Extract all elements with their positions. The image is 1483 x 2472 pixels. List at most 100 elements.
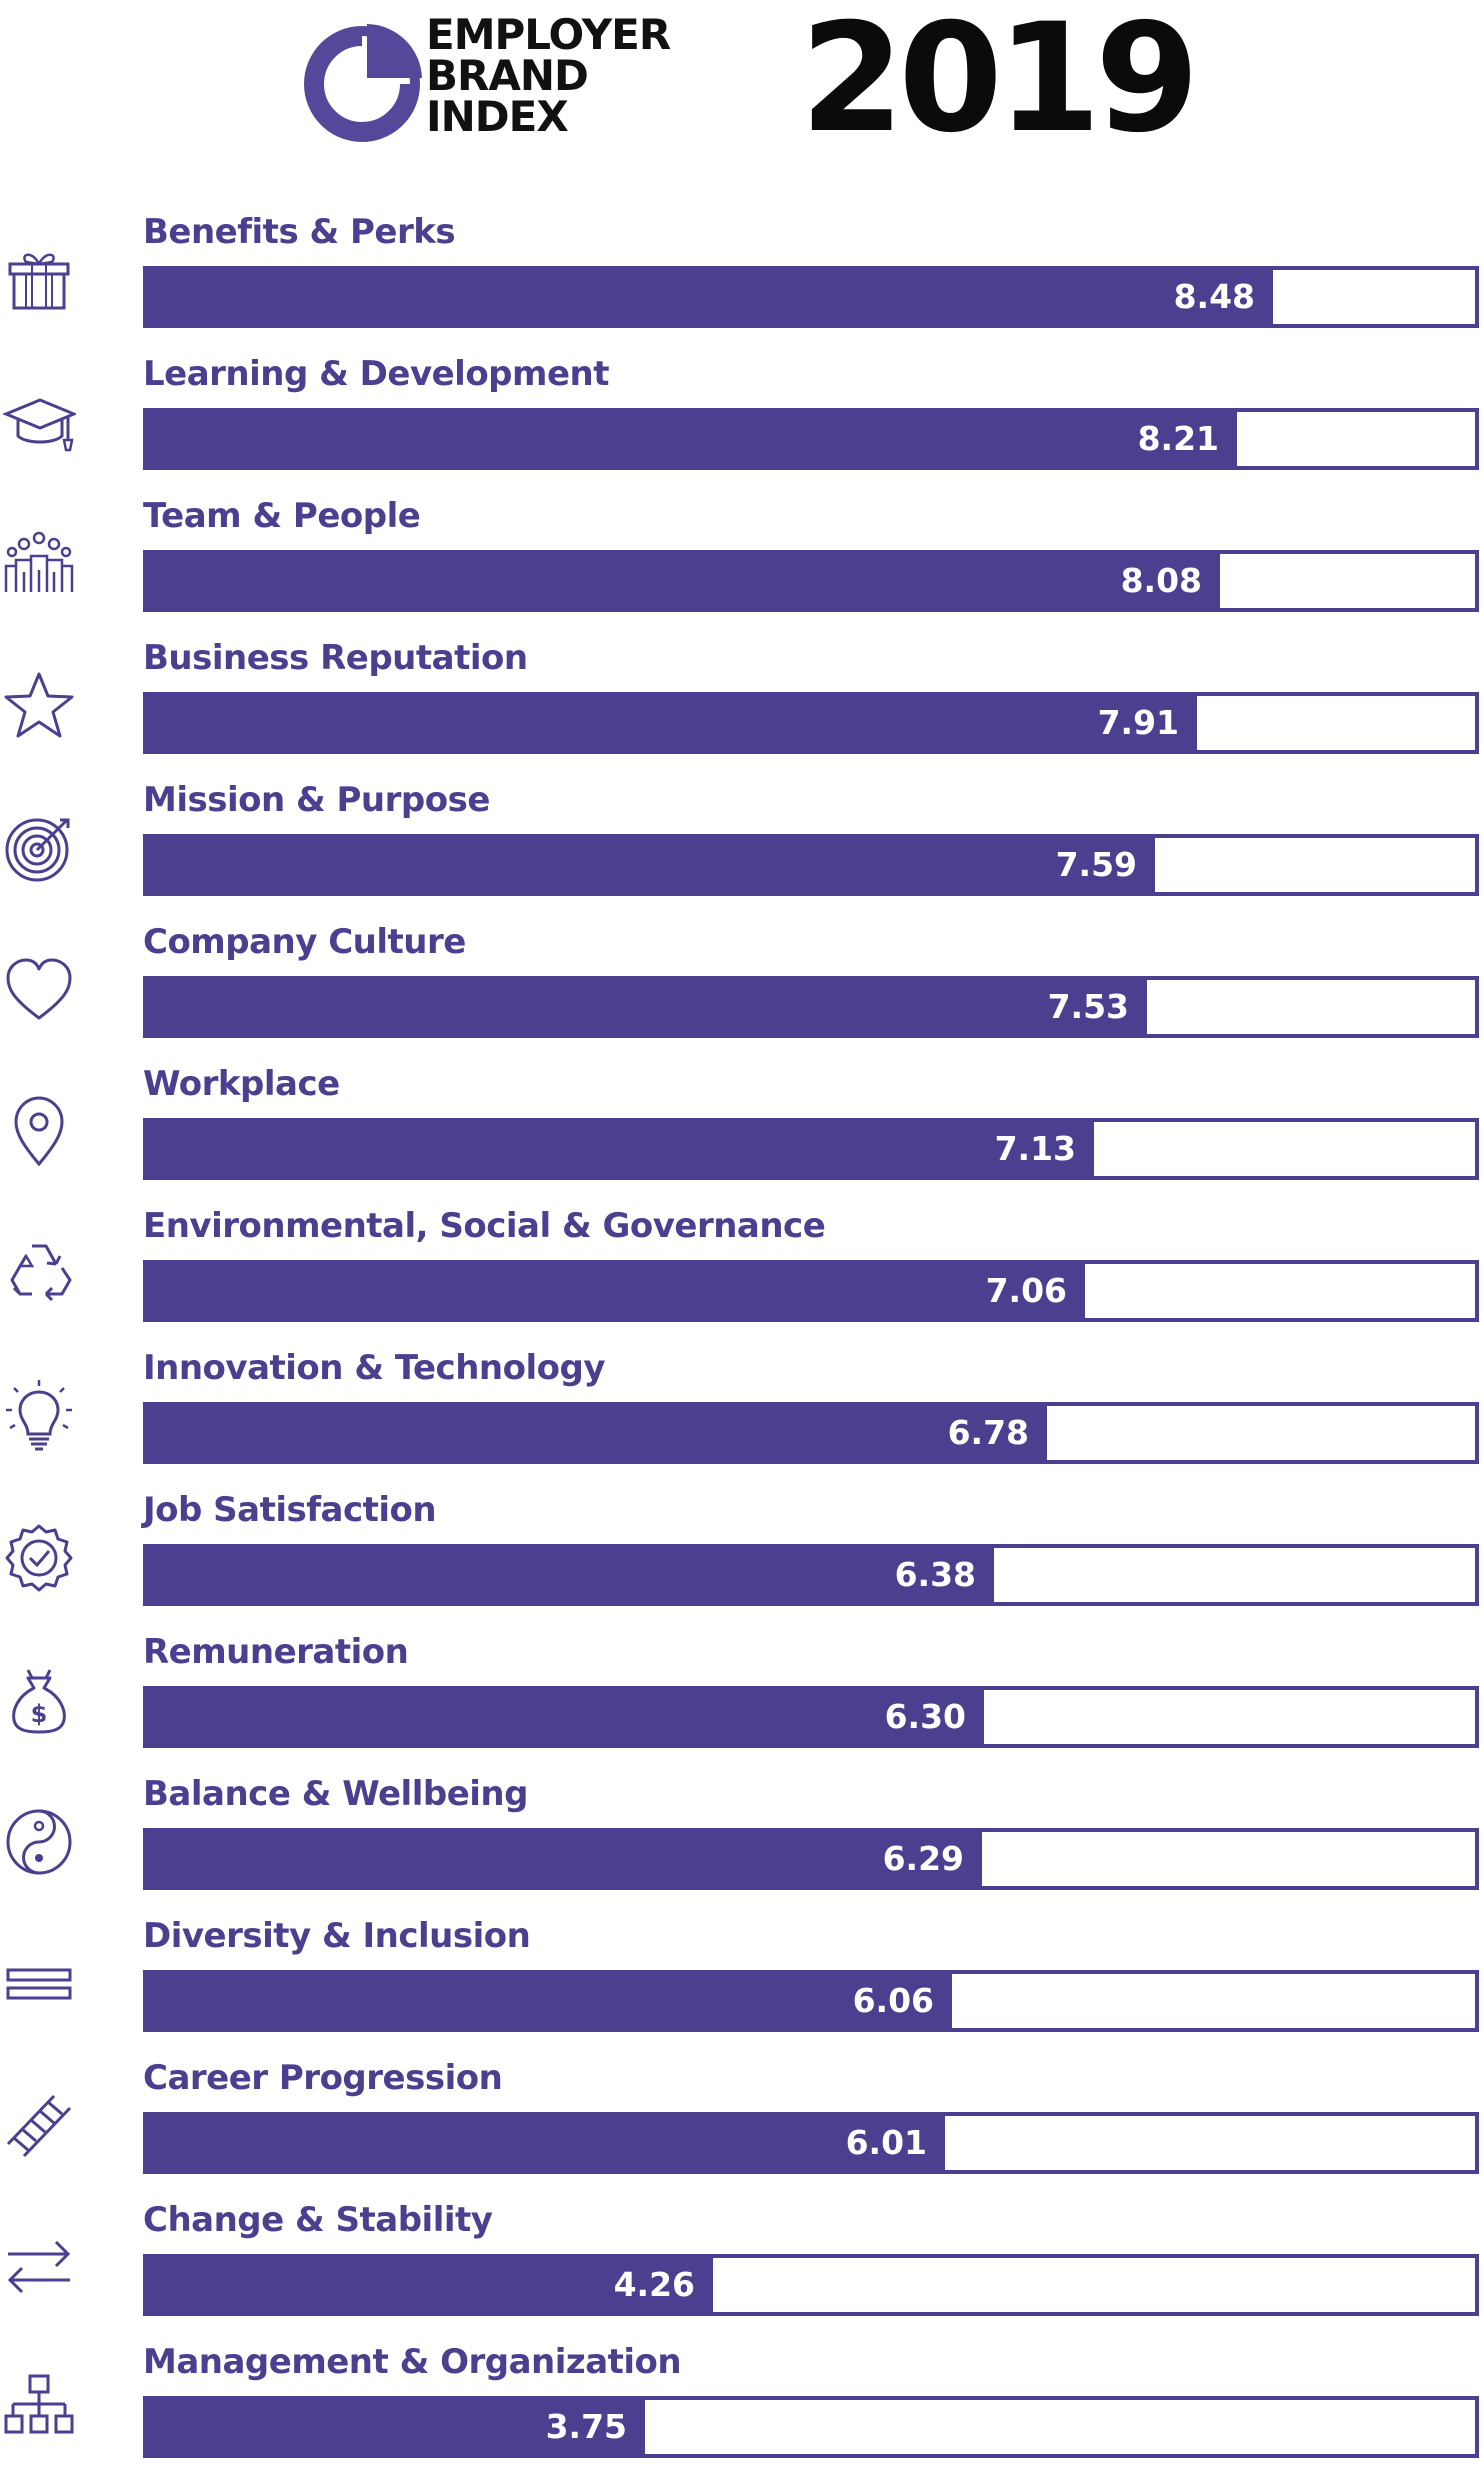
bar <box>147 270 1273 324</box>
swap-arrows-icon <box>2 2230 76 2304</box>
category-label: Balance & Wellbeing <box>143 1774 528 1814</box>
bar-row-management-and-organization: Management & Organization 3.75 <box>0 2330 1483 2472</box>
data-label: 8.08 <box>1120 561 1202 600</box>
bar-track: 6.01 <box>143 2112 1479 2174</box>
logo-line-3: INDEX <box>426 92 569 141</box>
data-label: 7.53 <box>1047 987 1129 1026</box>
org-chart-icon <box>2 2372 76 2446</box>
bar-track: 4.26 <box>143 2254 1479 2316</box>
bar <box>147 696 1197 750</box>
category-label: Workplace <box>143 1064 340 1104</box>
data-label: 7.13 <box>994 1129 1076 1168</box>
bar <box>147 554 1220 608</box>
horizontal-bar-chart: Benefits & Perks 8.48 Learning & Developme… <box>0 200 1483 2469</box>
heart-icon <box>2 952 76 1026</box>
bar <box>147 980 1147 1034</box>
bar <box>147 1406 1047 1460</box>
bar-track: 7.13 <box>143 1118 1479 1180</box>
logo-line-2: BRAND <box>426 51 589 100</box>
bar-track: 6.78 <box>143 1402 1479 1464</box>
logo-wordmark: EMPLOYER BRAND INDEX <box>426 10 726 141</box>
bar-track: 7.91 <box>143 692 1479 754</box>
year-title: 2019 <box>800 0 1199 166</box>
bar-row-learning-and-development: Learning & Development 8.21 <box>0 342 1483 484</box>
category-label: Diversity & Inclusion <box>143 1916 531 1956</box>
bar-row-change-and-stability: Change & Stability 4.26 <box>0 2188 1483 2330</box>
graduation-cap-icon <box>2 384 78 458</box>
bar-row-diversity-and-inclusion: Diversity & Inclusion 6.06 <box>0 1904 1483 2046</box>
bar-track: 7.59 <box>143 834 1479 896</box>
bar-track: 6.38 <box>143 1544 1479 1606</box>
bar <box>147 1832 982 1886</box>
svg-text:$: $ <box>31 1700 48 1728</box>
bar-track: 8.21 <box>143 408 1479 470</box>
data-label: 6.38 <box>894 1555 976 1594</box>
data-label: 6.29 <box>882 1839 964 1878</box>
bar <box>147 412 1237 466</box>
bar <box>147 2258 713 2312</box>
category-label: Remuneration <box>143 1632 409 1672</box>
category-label: Innovation & Technology <box>143 1348 606 1388</box>
people-group-icon <box>2 526 76 600</box>
data-label: 3.75 <box>545 2407 627 2446</box>
category-label: Company Culture <box>143 922 466 962</box>
bar-track: 8.08 <box>143 550 1479 612</box>
category-label: Learning & Development <box>143 354 609 394</box>
bar <box>147 2400 645 2454</box>
target-icon <box>2 810 76 884</box>
bar <box>147 1264 1085 1318</box>
bar <box>147 1974 952 2028</box>
category-label: Benefits & Perks <box>143 212 456 252</box>
data-label: 6.01 <box>845 2123 927 2162</box>
category-label: Change & Stability <box>143 2200 493 2240</box>
bar-track: 7.06 <box>143 1260 1479 1322</box>
location-pin-icon <box>2 1094 76 1168</box>
ladder-icon <box>2 2088 76 2162</box>
gift-icon <box>2 242 76 316</box>
badge-check-icon <box>2 1520 76 1594</box>
data-label: 6.06 <box>852 1981 934 2020</box>
data-label: 6.30 <box>884 1697 966 1736</box>
bar-track: 6.30 <box>143 1686 1479 1748</box>
bar-track: 7.53 <box>143 976 1479 1038</box>
category-label: Management & Organization <box>143 2342 682 2382</box>
equals-icon <box>2 1946 76 2020</box>
bar-row-mission-and-purpose: Mission & Purpose 7.59 <box>0 768 1483 910</box>
bar <box>147 2116 945 2170</box>
money-bag-icon: $ <box>2 1662 76 1736</box>
bar <box>147 1690 984 1744</box>
logo-pie-icon <box>304 24 422 142</box>
bar-row-business-reputation: Business Reputation 7.91 <box>0 626 1483 768</box>
lightbulb-icon <box>2 1378 76 1452</box>
bar-row-balance-and-wellbeing: Balance & Wellbeing 6.29 <box>0 1762 1483 1904</box>
data-label: 6.78 <box>947 1413 1029 1452</box>
category-label: Environmental, Social & Governance <box>143 1206 826 1246</box>
category-label: Job Satisfaction <box>143 1490 437 1530</box>
data-label: 4.26 <box>613 2265 695 2304</box>
recycle-icon <box>2 1236 76 1310</box>
data-label: 8.21 <box>1137 419 1219 458</box>
category-label: Mission & Purpose <box>143 780 490 820</box>
bar-track: 6.29 <box>143 1828 1479 1890</box>
bar <box>147 1548 994 1602</box>
bar <box>147 838 1155 892</box>
bar-row-job-satisfaction: Job Satisfaction 6.38 <box>0 1478 1483 1620</box>
bar-row-remuneration: $ Remuneration 6.30 <box>0 1620 1483 1762</box>
bar-row-environmental-social-and-governance: Environmental, Social & Governance 7.06 <box>0 1194 1483 1336</box>
bar-row-innovation-and-technology: Innovation & Technology 6.78 <box>0 1336 1483 1478</box>
data-label: 8.48 <box>1173 277 1255 316</box>
bar-row-career-progression: Career Progression 6.01 <box>0 2046 1483 2188</box>
bar-track: 8.48 <box>143 266 1479 328</box>
bar-row-team-and-people: Team & People 8.08 <box>0 484 1483 626</box>
bar-row-benefits-and-perks: Benefits & Perks 8.48 <box>0 200 1483 342</box>
data-label: 7.91 <box>1097 703 1179 742</box>
data-label: 7.59 <box>1055 845 1137 884</box>
category-label: Career Progression <box>143 2058 503 2098</box>
category-label: Business Reputation <box>143 638 528 678</box>
category-label: Team & People <box>143 496 421 536</box>
bar-track: 6.06 <box>143 1970 1479 2032</box>
star-icon <box>2 668 76 742</box>
bar-row-workplace: Workplace 7.13 <box>0 1052 1483 1194</box>
logo-line-1: EMPLOYER <box>426 10 671 59</box>
data-label: 7.06 <box>985 1271 1067 1310</box>
